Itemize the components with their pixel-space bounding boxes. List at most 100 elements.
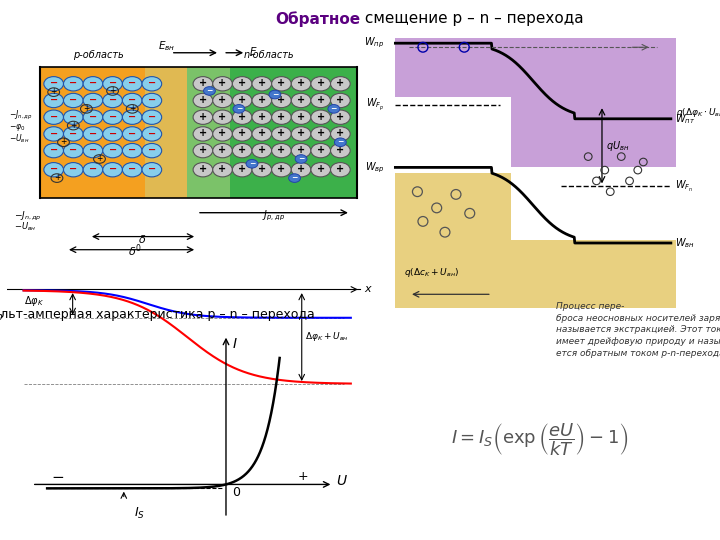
Circle shape xyxy=(142,144,162,158)
Circle shape xyxy=(233,93,252,107)
Circle shape xyxy=(252,77,271,91)
Bar xyxy=(511,38,676,167)
Text: +: + xyxy=(258,78,266,89)
Text: +: + xyxy=(277,145,286,155)
Text: $\Delta\varphi_K$: $\Delta\varphi_K$ xyxy=(24,294,43,308)
Circle shape xyxy=(335,138,346,146)
Text: +: + xyxy=(258,112,266,122)
Circle shape xyxy=(44,127,63,141)
Text: смещение р – n – перехода: смещение р – n – перехода xyxy=(360,11,584,26)
Text: $-\varphi$: $-\varphi$ xyxy=(0,312,4,324)
Circle shape xyxy=(330,163,350,177)
Text: +: + xyxy=(238,78,246,89)
Circle shape xyxy=(252,163,271,177)
Circle shape xyxy=(63,93,83,107)
Text: +: + xyxy=(317,95,325,105)
Circle shape xyxy=(252,110,271,124)
Text: +: + xyxy=(336,164,344,174)
Text: +: + xyxy=(297,164,305,174)
Circle shape xyxy=(271,127,292,141)
Text: +: + xyxy=(238,112,246,122)
Circle shape xyxy=(311,77,330,91)
Text: $\delta$: $\delta$ xyxy=(138,233,146,245)
Text: +: + xyxy=(96,154,103,163)
Circle shape xyxy=(271,110,292,124)
Circle shape xyxy=(193,163,212,177)
Circle shape xyxy=(63,77,83,91)
Circle shape xyxy=(193,93,212,107)
Circle shape xyxy=(252,144,271,158)
Text: +: + xyxy=(317,78,325,89)
Text: +: + xyxy=(297,129,305,138)
Circle shape xyxy=(122,127,142,141)
Circle shape xyxy=(330,93,350,107)
Text: $W_{пт}$: $W_{пт}$ xyxy=(675,112,696,126)
Text: −: − xyxy=(148,78,156,89)
Circle shape xyxy=(103,127,122,141)
Text: −: − xyxy=(50,164,58,174)
Text: $q(\Delta\varphi_K \cdot U_{вн})$: $q(\Delta\varphi_K \cdot U_{вн})$ xyxy=(676,105,720,119)
Text: −: − xyxy=(109,145,117,155)
Text: −: − xyxy=(249,159,255,168)
Circle shape xyxy=(44,144,63,158)
Text: −: − xyxy=(148,129,156,138)
Text: +: + xyxy=(297,112,305,122)
Text: n-область: n-область xyxy=(243,50,294,60)
Text: +: + xyxy=(297,95,305,105)
Text: −: − xyxy=(69,129,77,138)
Text: −: − xyxy=(109,129,117,138)
Circle shape xyxy=(142,127,162,141)
Text: +: + xyxy=(218,78,227,89)
Circle shape xyxy=(292,93,311,107)
Circle shape xyxy=(83,110,103,124)
Bar xyxy=(511,240,676,308)
Text: +: + xyxy=(218,129,227,138)
Text: Обратное: Обратное xyxy=(275,11,360,27)
Text: $W_{вр}$: $W_{вр}$ xyxy=(365,160,384,174)
Text: +: + xyxy=(317,164,325,174)
Circle shape xyxy=(103,93,122,107)
Bar xyxy=(145,67,230,198)
Circle shape xyxy=(289,174,300,183)
Circle shape xyxy=(63,163,83,177)
Text: +: + xyxy=(218,145,227,155)
Circle shape xyxy=(63,110,83,124)
Text: +: + xyxy=(109,86,116,95)
Text: +: + xyxy=(258,129,266,138)
Circle shape xyxy=(212,127,233,141)
Text: +: + xyxy=(297,145,305,155)
Circle shape xyxy=(269,90,281,99)
Text: +: + xyxy=(317,112,325,122)
Text: $I_S$: $I_S$ xyxy=(134,506,145,521)
Circle shape xyxy=(212,110,233,124)
Bar xyxy=(395,173,511,308)
Text: $\Delta\varphi_K + U_{вн}$: $\Delta\varphi_K + U_{вн}$ xyxy=(305,329,348,342)
Text: −: − xyxy=(128,164,136,174)
Text: $I = I_S\left(\exp\left(\dfrac{eU}{kT}\right) - 1\right)$: $I = I_S\left(\exp\left(\dfrac{eU}{kT}\r… xyxy=(451,421,629,458)
Circle shape xyxy=(193,144,212,158)
Text: −: − xyxy=(50,78,58,89)
Text: +: + xyxy=(317,145,325,155)
Text: +: + xyxy=(199,78,207,89)
Text: $-U_{вн}$: $-U_{вн}$ xyxy=(9,132,30,145)
Bar xyxy=(40,67,187,198)
Circle shape xyxy=(204,86,215,95)
Text: +: + xyxy=(199,145,207,155)
Circle shape xyxy=(212,144,233,158)
Text: −: − xyxy=(69,145,77,155)
Text: +: + xyxy=(199,95,207,105)
Circle shape xyxy=(271,93,292,107)
Text: +: + xyxy=(238,164,246,174)
Text: +: + xyxy=(218,95,227,105)
Text: −: − xyxy=(128,95,136,105)
Text: −: − xyxy=(69,95,77,105)
Text: +: + xyxy=(336,145,344,155)
Circle shape xyxy=(311,127,330,141)
Circle shape xyxy=(233,144,252,158)
Text: −: − xyxy=(69,78,77,89)
Text: $-J_{n,др}$: $-J_{n,др}$ xyxy=(14,210,41,223)
Text: −: − xyxy=(148,145,156,155)
Text: −: − xyxy=(50,129,58,138)
Text: +: + xyxy=(238,145,246,155)
Text: +: + xyxy=(70,120,76,130)
